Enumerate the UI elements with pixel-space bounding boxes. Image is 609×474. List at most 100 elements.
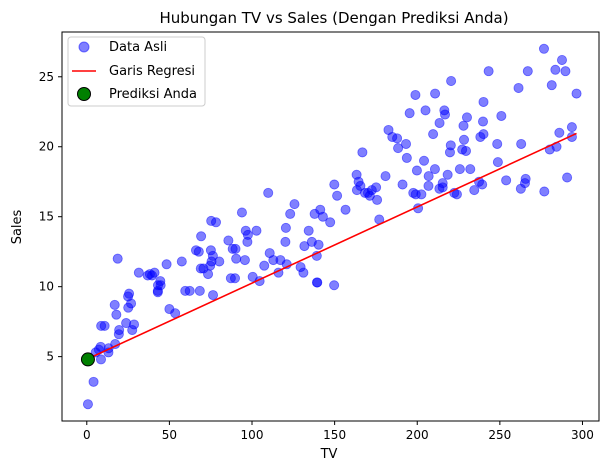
regression-line (87, 132, 577, 360)
legend-label-data-asli: Data Asli (109, 40, 167, 55)
data-point (231, 253, 242, 264)
data-point (112, 253, 123, 264)
data-point (325, 217, 336, 228)
data-point (554, 127, 565, 138)
data-point (430, 88, 441, 99)
data-point (478, 116, 489, 127)
data-point (513, 82, 524, 93)
data-point (440, 109, 451, 120)
data-point (416, 189, 427, 200)
data-point (429, 164, 440, 175)
prediction-marker-layer (80, 352, 95, 367)
x-tick-label: 0 (83, 428, 91, 442)
data-point (298, 267, 309, 278)
data-point (469, 185, 480, 196)
y-tick-label: 5 (46, 350, 54, 364)
x-tick-label: 200 (406, 428, 429, 442)
data-point (149, 267, 160, 278)
data-point (454, 164, 465, 175)
data-point (459, 134, 470, 145)
data-point (478, 129, 489, 140)
data-point (460, 145, 471, 156)
legend-label-garis-regresi: Garis Regresi (109, 64, 195, 79)
data-point (571, 88, 582, 99)
data-point (312, 277, 323, 288)
data-point (214, 256, 225, 267)
data-point (285, 208, 296, 219)
prediction-point (80, 352, 95, 367)
data-point (123, 291, 134, 302)
data-point (461, 112, 472, 123)
data-point (329, 280, 340, 291)
data-point (109, 299, 120, 310)
data-point (478, 96, 489, 107)
data-point (372, 194, 383, 205)
data-point (423, 171, 434, 182)
data-point (152, 285, 163, 296)
data-point (566, 122, 577, 133)
x-axis-label: TV (320, 447, 338, 462)
data-point (236, 207, 247, 218)
data-point (401, 138, 412, 149)
data-point (194, 285, 205, 296)
data-point (539, 186, 550, 197)
y-axis-ticks: 5 10 15 20 25 (39, 70, 62, 364)
data-point (410, 89, 421, 100)
data-point (562, 172, 573, 183)
data-point (550, 64, 561, 75)
data-point (184, 285, 195, 296)
data-point (434, 117, 445, 128)
data-point (208, 290, 219, 301)
data-point (392, 133, 403, 144)
data-point (193, 246, 204, 257)
y-axis-label: Sales (10, 209, 25, 244)
data-point (259, 260, 270, 271)
legend-marker-prediksi-anda (77, 87, 91, 101)
data-point (465, 164, 476, 175)
data-point (88, 376, 99, 387)
data-point (496, 110, 507, 121)
regression-line-layer (87, 132, 577, 360)
x-tick-label: 250 (488, 428, 511, 442)
x-tick-label: 100 (241, 428, 264, 442)
data-point (176, 256, 187, 267)
y-tick-label: 20 (39, 140, 54, 154)
data-point (420, 105, 431, 116)
data-point (404, 108, 415, 119)
data-point (371, 182, 382, 193)
data-point (313, 239, 324, 250)
data-point (411, 165, 422, 176)
data-point (203, 269, 214, 280)
data-point (161, 259, 172, 270)
x-tick-label: 300 (571, 428, 594, 442)
data-point (111, 309, 122, 320)
data-point (501, 175, 512, 186)
data-point (516, 138, 527, 149)
data-point (492, 138, 503, 149)
data-point (522, 66, 533, 77)
data-point (303, 225, 314, 236)
data-point (401, 152, 412, 163)
data-point (196, 231, 207, 242)
data-point (95, 354, 106, 365)
data-point (393, 143, 404, 154)
data-point (560, 66, 571, 77)
data-point (445, 140, 456, 151)
data-point (380, 171, 391, 182)
data-point (458, 120, 469, 131)
data-point (332, 190, 343, 201)
data-point (129, 319, 140, 330)
data-point (114, 325, 125, 336)
data-point (242, 229, 253, 240)
data-point (210, 217, 221, 228)
legend-box (67, 36, 206, 107)
y-tick-label: 25 (39, 70, 54, 84)
data-point (483, 66, 494, 77)
data-point (299, 241, 310, 252)
legend: Data Asli Garis Regresi Prediksi Anda (67, 36, 206, 107)
data-point (419, 155, 430, 166)
data-point (230, 243, 241, 254)
data-point (280, 236, 291, 247)
